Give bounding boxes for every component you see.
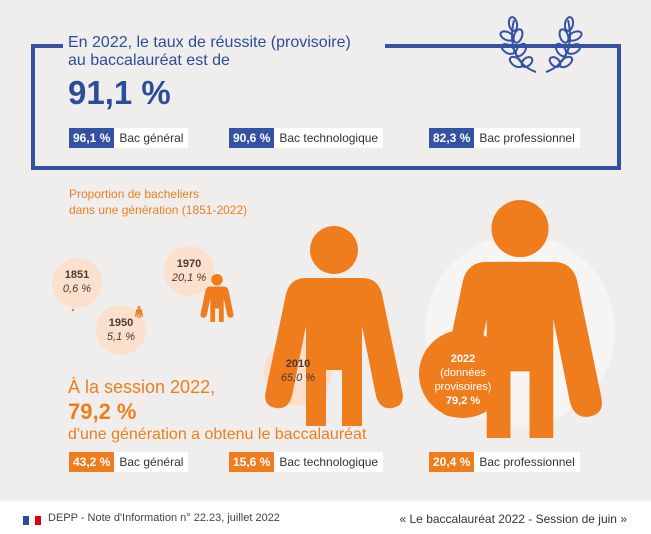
- result-professionnel: 82,3 % Bac professionnel: [429, 128, 580, 148]
- bubble-1851: [52, 258, 102, 308]
- share-technologique-pct: 15,6 %: [229, 452, 275, 472]
- bubble-1970: [164, 246, 214, 296]
- label-2022-note2: provisoires): [434, 381, 492, 393]
- label-2022-year: 2022: [450, 353, 476, 365]
- share-professionnel: 20,4 % Bac professionnel: [429, 452, 580, 472]
- french-flag-icon: [23, 516, 41, 525]
- label-2022-value: 79,2 %: [445, 395, 481, 407]
- header-title-line1: En 2022, le taux de réussite (provisoire…: [68, 34, 351, 51]
- person-1851-icon: [71, 308, 75, 312]
- laurel-wreath-icon: [499, 16, 583, 73]
- proportion-subtitle-line2: dans une génération (1851-2022): [69, 203, 248, 217]
- footer-publication: « Le baccalauréat 2022 - Session de juin…: [399, 512, 628, 526]
- label-1851-value: 0,6 %: [62, 283, 92, 295]
- session-pct: 79,2 %: [68, 399, 137, 424]
- session-line2: d'une génération a obtenu le baccalauréa…: [68, 426, 367, 443]
- result-general: 96,1 % Bac général: [69, 128, 189, 148]
- result-general-label: Bac général: [114, 128, 189, 148]
- label-2022: 2022 (données provisoires) 79,2 %: [423, 352, 503, 408]
- result-general-pct: 96,1 %: [69, 128, 115, 148]
- share-technologique: 15,6 % Bac technologique: [229, 452, 384, 472]
- result-technologique-label: Bac technologique: [274, 128, 384, 148]
- label-1950-value: 5,1 %: [106, 331, 136, 343]
- label-2010: 2010 65,0 %: [268, 357, 328, 385]
- label-2010-year: 2010: [285, 358, 311, 370]
- share-general: 43,2 % Bac général: [69, 452, 189, 472]
- bubble-1950: [96, 305, 146, 355]
- headline-success-rate: 91,1 %: [68, 74, 171, 111]
- label-2022-note1: (données: [440, 367, 486, 379]
- proportion-subtitle-line1: Proportion de bacheliers: [69, 187, 200, 201]
- header-title-line2: au baccalauréat est de: [68, 52, 230, 69]
- result-technologique: 90,6 % Bac technologique: [229, 128, 384, 148]
- share-professionnel-pct: 20,4 %: [429, 452, 475, 472]
- label-1970-year: 1970: [176, 258, 202, 270]
- label-1970-value: 20,1 %: [171, 272, 207, 284]
- label-1851-year: 1851: [64, 269, 90, 281]
- result-professionnel-pct: 82,3 %: [429, 128, 475, 148]
- footer: DEPP - Note d'Information n° 22.23, juil…: [0, 501, 651, 534]
- label-1950: 1950 5,1 %: [96, 316, 146, 344]
- label-1970: 1970 20,1 %: [164, 257, 214, 285]
- share-technologique-label: Bac technologique: [274, 452, 384, 472]
- share-general-pct: 43,2 %: [69, 452, 115, 472]
- label-1950-year: 1950: [108, 317, 134, 329]
- person-2010-icon: [265, 226, 403, 426]
- bubble-2022: [419, 330, 507, 418]
- result-professionnel-label: Bac professionnel: [474, 128, 580, 148]
- footer-source: DEPP - Note d'Information n° 22.23, juil…: [48, 512, 280, 524]
- result-technologique-pct: 90,6 %: [229, 128, 275, 148]
- share-professionnel-label: Bac professionnel: [474, 452, 580, 472]
- label-1851: 1851 0,6 %: [52, 268, 102, 296]
- session-line1: À la session 2022,: [68, 377, 216, 397]
- label-2010-value: 65,0 %: [280, 372, 316, 384]
- share-general-label: Bac général: [114, 452, 189, 472]
